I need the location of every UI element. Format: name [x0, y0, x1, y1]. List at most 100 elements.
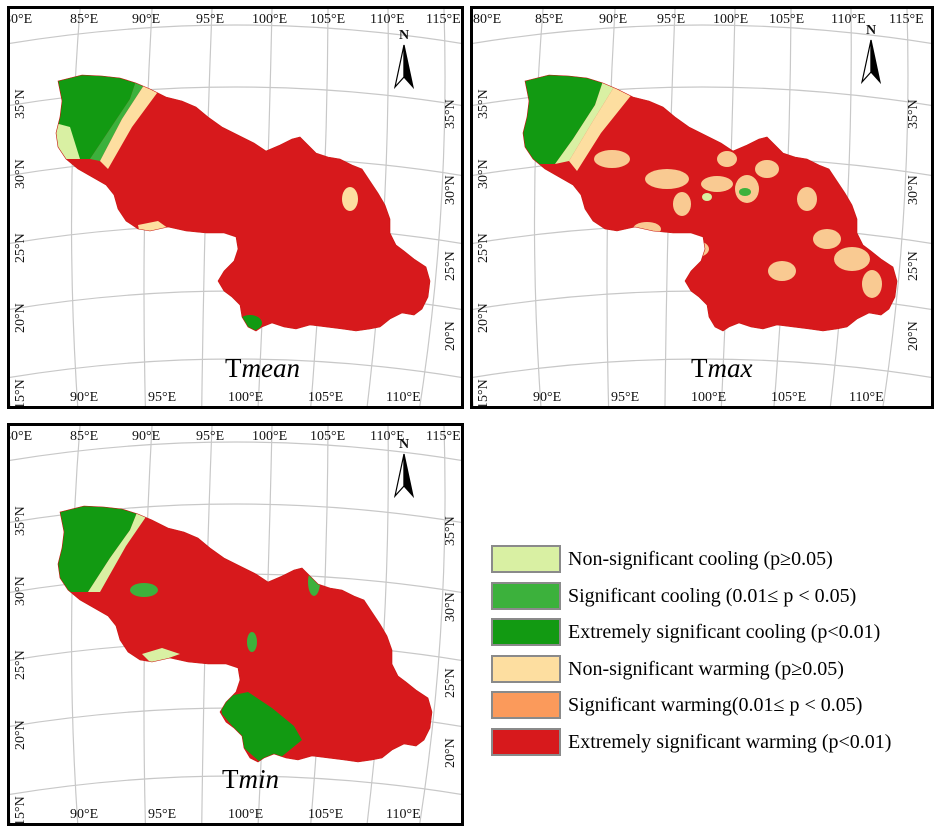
lat-label-left: 25°N — [13, 650, 28, 680]
legend-label: Extremely significant warming (p<0.01) — [568, 730, 892, 753]
lon-label-bottom: 90°E — [70, 390, 98, 405]
lon-label-top: 110°E — [831, 12, 866, 27]
lon-label-top: 80°E — [10, 429, 32, 444]
lon-label-bottom: 105°E — [771, 390, 806, 405]
map-tmax-svg: 80°E 85°E 90°E 95°E 100°E 105°E 110°E 115°E 90°E… — [473, 9, 931, 406]
lat-label-left: 15°N — [13, 796, 28, 823]
region-tmin — [57, 505, 433, 763]
lon-label-bottom: 110°E — [386, 807, 421, 822]
region-tmax — [522, 74, 898, 332]
lon-label-bottom: 110°E — [386, 390, 421, 405]
lat-label-left: 20°N — [476, 303, 491, 333]
lon-label-bottom: 90°E — [533, 390, 561, 405]
lat-label-left: 15°N — [13, 379, 28, 406]
lon-label-bottom: 95°E — [611, 390, 639, 405]
lon-label-top: 100°E — [713, 12, 748, 27]
lat-label-left: 25°N — [13, 233, 28, 263]
lon-label-top: 110°E — [370, 429, 405, 444]
region-fill — [58, 506, 432, 762]
lon-label-top: 100°E — [252, 429, 287, 444]
legend-swatch — [491, 618, 561, 647]
lat-label-left: 35°N — [476, 89, 491, 119]
lon-label-top: 90°E — [132, 12, 160, 27]
lon-label-top: 105°E — [310, 12, 345, 27]
lon-label-top: 115°E — [426, 12, 461, 27]
legend-label: Non-significant warming (p≥0.05) — [568, 657, 844, 680]
legend-label: Extremely significant cooling (p<0.01) — [568, 621, 881, 644]
lon-label-top: 115°E — [889, 12, 924, 27]
lon-label-bottom: 105°E — [308, 807, 343, 822]
lat-label-right: 20°N — [443, 738, 458, 768]
lon-label-top: 105°E — [310, 429, 345, 444]
lon-label-top: 80°E — [473, 12, 501, 27]
lon-label-bottom: 105°E — [308, 390, 343, 405]
lon-label-top: 90°E — [599, 12, 627, 27]
lon-label-bottom: 100°E — [228, 807, 263, 822]
lat-label-right: 30°N — [443, 175, 458, 205]
axis-labels: 80°E 85°E 90°E 95°E 100°E 105°E 110°E 115°E 90°E… — [10, 429, 461, 823]
legend-swatch — [491, 581, 561, 610]
lon-label-top: 85°E — [70, 429, 98, 444]
lat-label-left: 15°N — [476, 379, 491, 406]
lon-label-top: 100°E — [252, 12, 287, 27]
svg-text:N: N — [399, 437, 409, 452]
north-arrow-icon: N — [860, 23, 882, 85]
map-tmin-svg: 80°E 85°E 90°E 95°E 100°E 105°E 110°E 115°E 90°E… — [10, 426, 461, 823]
lat-label-right: 35°N — [443, 516, 458, 546]
lon-label-bottom: 100°E — [691, 390, 726, 405]
lat-label-left: 35°N — [13, 506, 28, 536]
axis-labels: 80°E 85°E 90°E 95°E 100°E 105°E 110°E 115°E 90°E… — [10, 12, 461, 406]
map-panel-tmean: 80°E 85°E 90°E 95°E 100°E 105°E 110°E 115°E 90°E… — [7, 6, 464, 409]
lat-label-left: 20°N — [13, 720, 28, 750]
lat-label-right: 25°N — [443, 251, 458, 281]
region-tmean — [55, 74, 431, 332]
panel-title-tmean: Tmean — [225, 353, 300, 383]
lon-label-top: 85°E — [70, 12, 98, 27]
region-fill — [523, 75, 897, 331]
axis-labels: 80°E 85°E 90°E 95°E 100°E 105°E 110°E 115°E 90°E… — [473, 12, 924, 406]
lat-label-left: 35°N — [13, 89, 28, 119]
map-panel-tmax: 80°E 85°E 90°E 95°E 100°E 105°E 110°E 115°E 90°E… — [470, 6, 934, 409]
legend-label: Significant cooling (0.01≤ p < 0.05) — [568, 584, 857, 607]
panel-title-tmax: Tmax — [691, 353, 752, 383]
lon-label-top: 80°E — [10, 12, 32, 27]
lon-label-top: 85°E — [535, 12, 563, 27]
legend-label: Significant warming(0.01≤ p < 0.05) — [568, 694, 863, 717]
lon-label-top: 95°E — [196, 429, 224, 444]
north-arrow-icon: N — [393, 437, 415, 499]
lon-label-bottom: 95°E — [148, 807, 176, 822]
lon-label-top: 95°E — [657, 12, 685, 27]
lat-label-right: 35°N — [443, 99, 458, 129]
lat-label-right: 25°N — [906, 251, 921, 281]
lon-label-top: 95°E — [196, 12, 224, 27]
lat-label-right: 30°N — [906, 175, 921, 205]
map-panel-tmin: 80°E 85°E 90°E 95°E 100°E 105°E 110°E 115°E 90°E… — [7, 423, 464, 826]
lat-label-left: 30°N — [13, 159, 28, 189]
legend-label: Non-significant cooling (p≥0.05) — [568, 548, 833, 570]
map-tmean-svg: 80°E 85°E 90°E 95°E 100°E 105°E 110°E 115°E 90°E… — [10, 9, 461, 406]
lon-label-top: 110°E — [370, 12, 405, 27]
lat-label-right: 25°N — [443, 668, 458, 698]
legend-swatch — [491, 691, 561, 720]
lat-label-left: 30°N — [13, 576, 28, 606]
lon-label-bottom: 100°E — [228, 390, 263, 405]
lon-label-bottom: 90°E — [70, 807, 98, 822]
lon-label-top: 90°E — [132, 429, 160, 444]
region-fill — [56, 75, 430, 331]
lon-label-bottom: 95°E — [148, 390, 176, 405]
lat-label-left: 30°N — [476, 159, 491, 189]
north-arrow-icon: N — [393, 28, 415, 90]
legend-swatch — [491, 727, 561, 756]
svg-text:N: N — [399, 28, 409, 43]
lat-label-right: 20°N — [906, 321, 921, 351]
lat-label-left: 20°N — [13, 303, 28, 333]
lat-label-right: 20°N — [443, 321, 458, 351]
lon-label-top: 105°E — [769, 12, 804, 27]
lon-label-top: 115°E — [426, 429, 461, 444]
legend-swatch — [491, 654, 561, 683]
panel-title-tmin: Tmin — [222, 764, 279, 794]
legend-swatch — [491, 545, 561, 573]
svg-text:N: N — [866, 23, 876, 38]
lon-label-bottom: 110°E — [849, 390, 884, 405]
lat-label-right: 30°N — [443, 592, 458, 622]
